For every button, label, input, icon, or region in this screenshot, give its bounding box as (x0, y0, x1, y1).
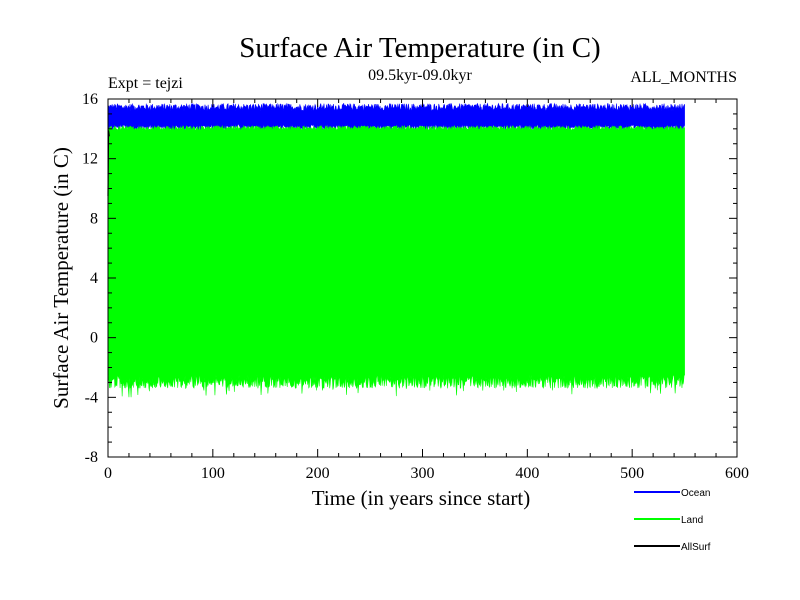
y-tick-label: 0 (90, 330, 98, 347)
x-tick-label: 600 (725, 465, 749, 482)
y-tick-label: 8 (90, 210, 98, 227)
months-label: ALL_MONTHS (630, 69, 737, 86)
x-tick-label: 500 (620, 465, 644, 482)
x-tick-label: 100 (201, 465, 225, 482)
x-tick-label: 400 (515, 465, 539, 482)
series-ocean-band (107, 102, 685, 132)
y-tick-label: -8 (85, 449, 98, 466)
y-tick-label: 16 (82, 91, 98, 108)
x-axis-label: Time (in years since start) (312, 486, 531, 510)
axes: 0 100 200 300 400 500 600 -8 -4 0 4 8 12 16 (82, 91, 749, 482)
series-land-band (107, 124, 685, 398)
y-tick-label: 4 (90, 270, 98, 287)
y-axis-label: Surface Air Temperature (in C) (49, 147, 73, 409)
y-tick-label: -4 (85, 389, 98, 406)
x-tick-label: 0 (104, 465, 112, 482)
y-tick-label: 12 (82, 151, 98, 168)
chart-subtitle: 09.5kyr-09.0kyr (368, 67, 472, 84)
plot-area (107, 102, 685, 398)
chart-title: Surface Air Temperature (in C) (239, 32, 600, 64)
x-tick-label: 200 (306, 465, 330, 482)
legend-label-land: Land (681, 515, 703, 526)
legend-label-ocean: Ocean (681, 488, 710, 499)
x-tick-label: 300 (411, 465, 435, 482)
expt-label: Expt = tejzi (108, 75, 183, 92)
legend-label-allsurf: AllSurf (681, 542, 711, 553)
legend: Ocean Land AllSurf (634, 488, 711, 553)
